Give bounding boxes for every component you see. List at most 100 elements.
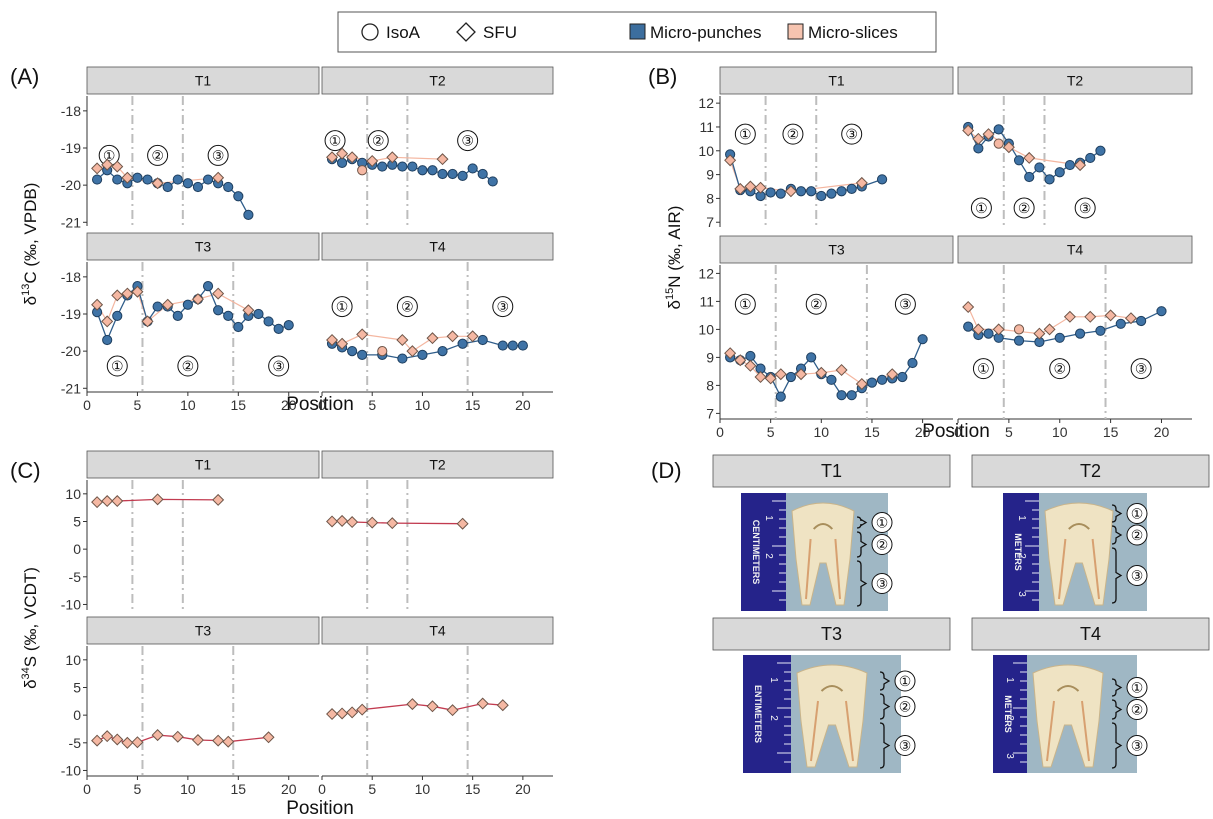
y-label-isotope-mass: 34 — [20, 667, 32, 679]
micro-slice-sfu-point — [835, 363, 848, 377]
micro-slices-line — [96, 291, 249, 323]
x-tick-label: 20 — [281, 397, 297, 413]
micro-punch-point — [1115, 318, 1126, 329]
zone-marker-circle — [871, 512, 893, 533]
micro-punch-point — [876, 174, 888, 185]
micro-slice-sfu-point — [764, 372, 777, 385]
micro-slice-sfu-point — [131, 736, 144, 749]
zone-marker-circle — [894, 670, 916, 692]
micro-punch-point — [233, 321, 244, 333]
micro-punch-point — [397, 353, 408, 364]
photo-strip — [971, 454, 1210, 488]
x-tick-label: 5 — [368, 781, 376, 797]
micro-slice-sfu-point — [131, 285, 144, 298]
ruler — [743, 655, 791, 773]
facet-t2: T2 — [321, 450, 554, 610]
micro-punch-point — [806, 352, 817, 363]
zone-marker-label: ① — [329, 133, 342, 149]
zone-marker-label: ① — [739, 126, 752, 142]
micro-slice-sfu-point — [366, 516, 379, 529]
facet-t1: T1 10 5 0 -5 -10 — [61, 450, 320, 612]
micro-punch-point — [233, 191, 244, 202]
y-tick-label: 7 — [706, 214, 714, 230]
zone-marker-circle — [871, 534, 893, 555]
ruler-number: 1 — [1016, 515, 1027, 521]
zone-marker-circle — [734, 293, 756, 315]
facet-strip — [321, 232, 554, 261]
micro-slice-sfu-point — [336, 514, 349, 527]
micro-punch-point — [963, 321, 974, 332]
facet-strip-label: T4 — [429, 239, 446, 255]
micro-slice-sfu-point — [111, 160, 124, 173]
facet-strip-label: T1 — [195, 457, 212, 473]
micro-punch-point — [263, 316, 274, 327]
x-axis-label: Position — [286, 394, 354, 415]
micro-punch-point — [775, 391, 786, 402]
y-tick-label: 0 — [73, 707, 81, 723]
micro-slice-sfu-point — [121, 287, 134, 300]
micro-punch-point — [846, 390, 857, 401]
micro-slice-sfu-point — [262, 731, 275, 744]
photo-strip-label: T1 — [821, 461, 842, 481]
facet-strip — [86, 232, 320, 261]
x-tick-label: 15 — [231, 781, 247, 797]
photo-strip-label: T4 — [1080, 624, 1101, 644]
y-tick-label: 9 — [706, 349, 714, 365]
y-tick-label: 10 — [698, 143, 714, 159]
micro-slice-sfu-point — [91, 496, 104, 509]
micro-punch-point — [876, 374, 888, 385]
panel-tag: (A) — [10, 64, 39, 89]
micro-slice-sfu-point — [386, 517, 399, 530]
micro-slice-sfu-point — [396, 333, 409, 347]
micro-slice-sfu-point — [815, 366, 828, 379]
zone-marker-label: ② — [182, 358, 195, 374]
zone-marker-circle — [331, 296, 353, 318]
micro-punch-point — [826, 374, 837, 385]
micro-punch-point — [447, 168, 458, 180]
legend-micro-punches-swatch — [629, 23, 646, 40]
zone-marker-circle — [894, 293, 916, 315]
zone-marker-circle — [1126, 503, 1148, 524]
micro-punch-point — [907, 357, 918, 369]
pulp-chamber — [1068, 523, 1090, 530]
micro-punch-point — [846, 183, 857, 194]
zone-marker-label: ① — [977, 361, 990, 377]
facet-strip — [86, 66, 320, 95]
zone-marker-label: ② — [1053, 361, 1066, 377]
micro-slice-sfu-point — [111, 495, 124, 508]
ruler-text: METERS — [1013, 533, 1023, 571]
tooth-photo-t3: T3 ENTIMETERS 1 2 ① ② ③ — [712, 617, 951, 773]
micro-slice-sfu-point — [346, 516, 359, 529]
micro-punch-point — [917, 334, 928, 345]
micro-slice-sfu-point — [101, 495, 114, 508]
micro-slice-sfu-point — [91, 734, 104, 747]
y-label-unit: N (‰, AIR) — [665, 206, 684, 288]
y-tick-label: -10 — [61, 596, 81, 612]
micro-slice-sfu-point — [326, 708, 339, 721]
root-canals — [810, 700, 854, 762]
micro-slice-sfu-point — [734, 354, 747, 367]
zone-marker-label: ① — [336, 299, 349, 315]
micro-punch-point — [202, 174, 214, 185]
micro-slice-sfu-point — [356, 328, 369, 341]
micro-punch-point — [517, 340, 528, 351]
x-tick-label: 5 — [134, 397, 142, 413]
y-tick-label: 10 — [698, 321, 714, 337]
facet-strip-label: T4 — [429, 623, 446, 639]
legend-label-micro-slices: Micro-slices — [808, 23, 898, 42]
y-tick-label: 12 — [698, 265, 714, 281]
micro-punch-point — [1054, 332, 1065, 343]
y-tick-label: -21 — [61, 214, 81, 230]
micro-slice-sfu-point — [734, 182, 747, 195]
zone-marker-circle — [1126, 735, 1148, 756]
micro-slice-sfu-point — [212, 287, 225, 300]
micro-slice-sfu-point — [151, 729, 164, 742]
x-tick-label: 20 — [1154, 424, 1170, 440]
zone-marker-label: ③ — [1135, 361, 1148, 377]
zone-bracket — [1111, 525, 1123, 545]
micro-slice-sfu-point — [191, 734, 204, 747]
x-tick-label: 10 — [1052, 424, 1068, 440]
legend-micro-slices-swatch — [787, 23, 804, 40]
y-axis-label: δ13C (‰, VPDB) — [20, 183, 40, 306]
